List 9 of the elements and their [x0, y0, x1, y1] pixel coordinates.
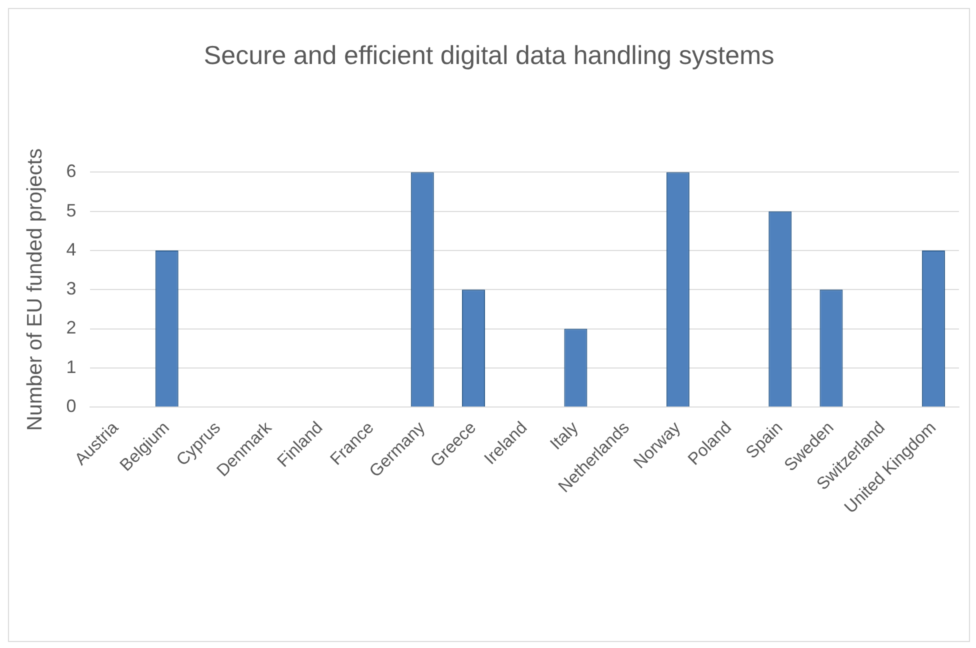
chart-title: Secure and efficient digital data handling systems — [204, 40, 774, 70]
y-tick-label: 4 — [66, 239, 76, 260]
y-tick-label: 3 — [66, 278, 76, 299]
y-tick-label: 0 — [66, 396, 76, 416]
y-tick-label: 2 — [66, 318, 76, 338]
y-tick-label: 5 — [66, 200, 76, 220]
y-tick-label: 1 — [66, 356, 76, 377]
y-tick-label: 6 — [66, 161, 76, 182]
y-axis-title: Number of EU funded projects — [23, 148, 46, 431]
